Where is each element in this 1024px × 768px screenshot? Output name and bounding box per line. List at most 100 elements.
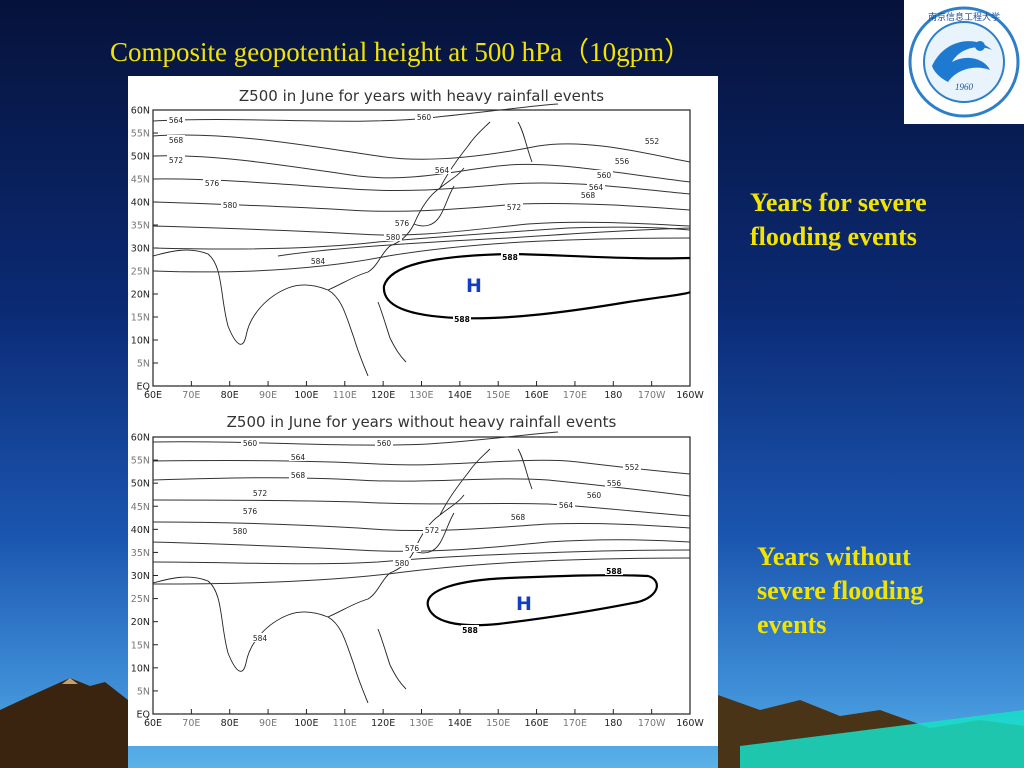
panel-2-contour-588-label: 588 (606, 567, 622, 576)
panel-1-lon-label: 90E (259, 390, 277, 401)
panel-1-lon-label: 60E (144, 390, 162, 401)
panel-2-contour-label-bg (509, 512, 527, 521)
panel-2-contour-label-bg (423, 525, 441, 534)
panel-1-contour-label-bg (384, 232, 402, 241)
panel-2-contour-label-bg (241, 438, 259, 447)
panel-1-contour-label: 564 (589, 183, 604, 192)
panel-2-contour (152, 477, 691, 497)
panel-1-contour-label: 572 (169, 156, 184, 165)
panel-2-lat-label: EQ (137, 710, 150, 721)
panel-1-contour-label: 572 (507, 203, 522, 212)
panel-2-contour (152, 549, 691, 565)
label-without-line-2: severe flooding (757, 576, 924, 605)
panel-1-frame (152, 109, 691, 387)
panel-1-contour-label-bg (643, 136, 661, 145)
panel-2-lat-label: 5N (137, 686, 150, 697)
panel-2-lon-label: 180 (604, 718, 622, 729)
panel-1-contour-label-bg (587, 182, 605, 191)
panel-1-contour-label: 580 (223, 201, 238, 210)
panel-1-lon-label: 110E (333, 390, 357, 401)
panel-1-lon-label: 180 (604, 390, 622, 401)
panel-2-lat-label: 10N (131, 663, 150, 674)
panel-2-contour-label-bg (241, 506, 259, 515)
panel-1-contour-label-bg (433, 165, 451, 174)
panel-2-contour-label-bg (289, 470, 307, 479)
panel-1-contour-label: 576 (205, 179, 220, 188)
label-severe-line-1: Years for severe (750, 188, 927, 217)
panel-2-lon-label: 120E (371, 718, 395, 729)
panel-1-contour-label-bg (579, 190, 597, 199)
panel-1-contour (152, 134, 691, 163)
panel-1-coastline (413, 185, 455, 227)
z500-maps: Z500 in June for years with heavy rainfa… (131, 87, 705, 729)
panel-1-lon-label: 120E (371, 390, 395, 401)
panel-1-lat-label: 55N (131, 129, 150, 140)
label-severe-line-2: flooding events (750, 222, 917, 251)
panel-1-contour (152, 201, 691, 212)
panel-1-contour (152, 155, 691, 183)
panel-1-contour-label-bg (595, 170, 613, 179)
panel-2-contour (152, 431, 559, 446)
panel-1-contour-label-bg (221, 200, 239, 209)
panel-2-contour-588-label-bg (461, 625, 479, 634)
panel-2-contour-label: 576 (243, 507, 258, 516)
panel-1-contour-label-bg (167, 135, 185, 144)
panel-2-lat-label: 20N (131, 617, 150, 628)
panel-1-title: Z500 in June for years with heavy rainfa… (239, 87, 604, 105)
panel-1-contour-label-bg (613, 156, 631, 165)
panel-2-contour-label: 580 (395, 559, 410, 568)
panel-1-contour-label: 552 (645, 137, 660, 146)
panel-1-contour-label: 564 (435, 166, 450, 175)
panel-2-coastline (517, 448, 533, 490)
panel-1-coastline (517, 121, 533, 163)
panel-2-lat-label: 25N (131, 594, 150, 605)
panel-1-lon-label: 170W (638, 390, 666, 401)
panel-2-lon-label: 80E (221, 718, 239, 729)
panel-1-lon-label: 160E (525, 390, 549, 401)
panel-1-coastline (377, 301, 407, 363)
panel-1-contour-588 (382, 252, 691, 320)
panel-1-contour-label: 568 (169, 136, 184, 145)
panel-2-coastline (439, 448, 491, 516)
panel-1-lat-label: 25N (131, 267, 150, 278)
panel-2-contour-label: 556 (607, 479, 622, 488)
university-logo: 1960 南京信息工程大学 (904, 0, 1024, 124)
panel-1-lat-label: 15N (131, 313, 150, 324)
panel-2-contour (152, 499, 691, 517)
panel-1-contour-label-bg (393, 218, 411, 227)
panel-2-lon-label: 160W (676, 718, 704, 729)
panel-2-lon-label: 170W (638, 718, 666, 729)
label-without-line-3: events (757, 610, 827, 639)
panel-1-lat-label: EQ (137, 382, 150, 393)
panel-1-lat-label: 10N (131, 336, 150, 347)
panel-1-lat-label: 5N (137, 359, 150, 370)
panel-1-contour-label-bg (309, 256, 327, 265)
panel-1-contour-label: 568 (581, 191, 596, 200)
panel-2-contour-label: 552 (625, 463, 640, 472)
panel-1-contour-label: 560 (597, 171, 612, 180)
panel-2-lat-label: 15N (131, 640, 150, 651)
panel-2-contour-588 (426, 574, 658, 627)
panel-2-contour-label: 568 (511, 513, 526, 522)
panel-2-contour-label-bg (605, 478, 623, 487)
panel-1-contour-label-bg (167, 115, 185, 124)
panel-2-lon-label: 150E (486, 718, 510, 729)
panel-1-lon-label: 80E (221, 390, 239, 401)
panel-2-lon-label: 170E (563, 718, 587, 729)
panel-2-contour-label: 580 (233, 527, 248, 536)
panel-2-coastline (413, 512, 455, 554)
panel-2-lat-label: 45N (131, 502, 150, 513)
panel-1-lon-label: 170E (563, 390, 587, 401)
panel-1-contour-label: 584 (311, 257, 326, 266)
slide-title: Composite geopotential height at 500 hPa… (110, 37, 692, 67)
panel-1-contour-label: 564 (169, 116, 184, 125)
panel-2-contour-label: 560 (377, 439, 392, 448)
panel-2-contour-label-bg (231, 526, 249, 535)
panel-2-contour-label-bg (403, 543, 421, 552)
panel-1-lon-label: 140E (448, 390, 472, 401)
panel-1-lat-label: 50N (131, 152, 150, 163)
panel-2-contour (152, 539, 691, 552)
panel-1-contour (152, 103, 559, 122)
panel-1-lat-label: 45N (131, 175, 150, 186)
panel-1-contour-label: 580 (386, 233, 401, 242)
